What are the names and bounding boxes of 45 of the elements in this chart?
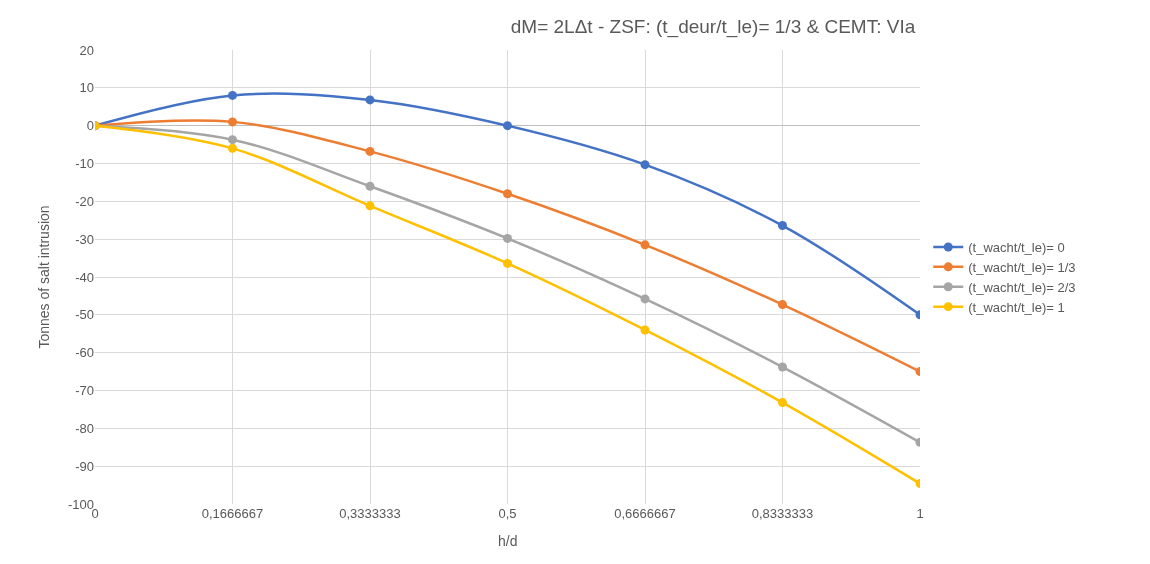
point	[228, 143, 237, 153]
point	[503, 258, 512, 268]
y-tick-label: 0	[86, 118, 94, 134]
point	[778, 362, 787, 372]
point	[640, 325, 650, 335]
x-tick-label: 0,6666667	[614, 506, 676, 521]
point	[228, 90, 237, 100]
point	[640, 240, 650, 250]
point	[640, 294, 650, 304]
point	[503, 121, 512, 131]
y-tick-label: -30	[75, 231, 94, 247]
y-tick-label: -40	[75, 269, 94, 285]
y-axis-title: Tonnes of salt intrusion	[35, 205, 52, 349]
legend-label: (t_wacht/t_le)= 1	[968, 299, 1065, 315]
point	[640, 160, 650, 170]
point	[365, 201, 375, 211]
x-axis-title: h/d	[498, 533, 518, 549]
y-tick-label: -90	[75, 458, 94, 474]
point	[365, 95, 375, 105]
y-tick-label: -50	[75, 307, 94, 323]
point	[228, 135, 237, 145]
legend-label: (t_wacht/t_le)= 2/3	[968, 279, 1076, 295]
point	[503, 189, 512, 199]
y-tick-label: -10	[75, 156, 94, 172]
y-tick-label: -70	[75, 383, 94, 399]
point	[778, 300, 787, 310]
x-tick-label: 0,1666667	[201, 506, 264, 521]
y-tick-label: -80	[75, 420, 94, 436]
point	[778, 221, 787, 231]
point	[365, 181, 375, 191]
x-tick-label: 0,8333333	[751, 506, 814, 521]
point	[503, 233, 512, 243]
y-tick-label: -20	[75, 193, 94, 209]
y-tick-label: -60	[75, 345, 94, 361]
point	[365, 146, 375, 156]
point	[228, 117, 237, 127]
x-tick-label: 1	[916, 506, 924, 521]
point	[778, 398, 787, 408]
legend-label: (t_wacht/t_le)= 0	[968, 240, 1065, 256]
x-tick-label: 0,5	[498, 506, 517, 521]
y-tick-label: 10	[79, 80, 94, 96]
chart-title: dM= 2LΔt - ZSF: (t_deur/t_le)= 1/3 & CEMT: VIa	[510, 16, 916, 39]
y-tick-label: 20	[79, 42, 94, 58]
x-tick-label: 0,3333333	[339, 506, 401, 521]
legend-label: (t_wacht/t_le)= 1/3	[968, 259, 1076, 275]
